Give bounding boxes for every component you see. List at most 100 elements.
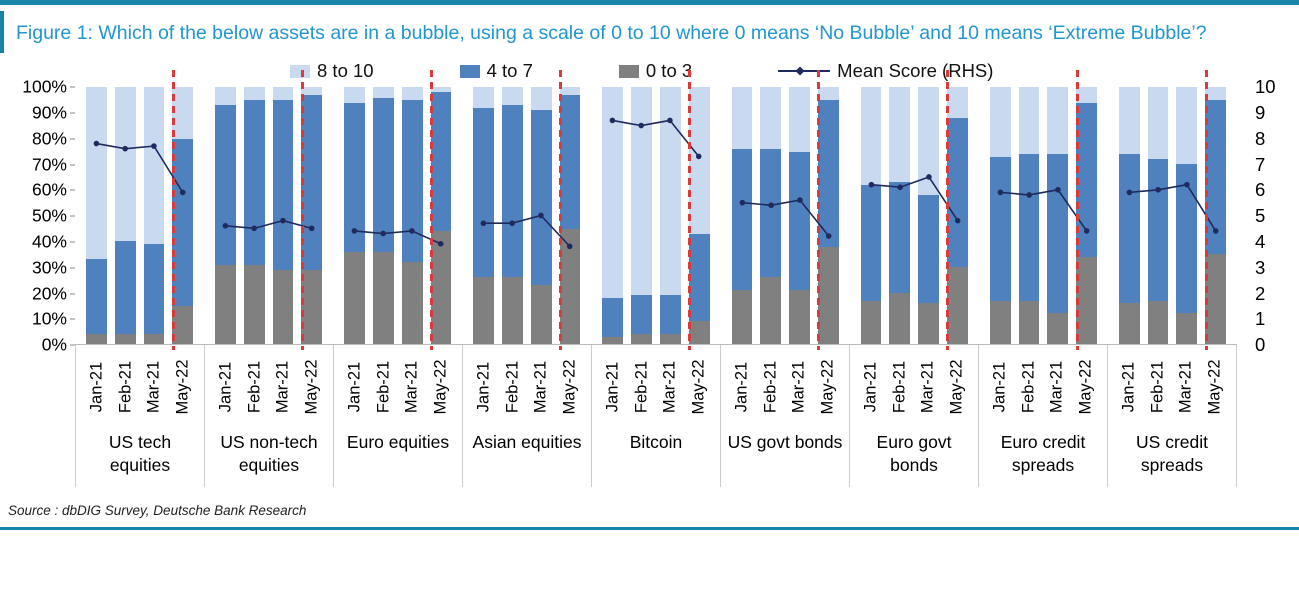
month-label: Feb-21 [628, 345, 657, 423]
month-label: May-22 [556, 345, 585, 423]
stacked-bar-jan-21 [215, 87, 236, 345]
segment-4-to-7 [1076, 102, 1097, 257]
month-label-text: May-22 [431, 359, 450, 415]
group-us-govt-bonds [721, 70, 850, 351]
group-us-tech-equities [75, 70, 204, 351]
segment-8-to-10 [301, 87, 323, 95]
segment-8-to-10 [817, 87, 839, 101]
y-axis-tick-label: 6 [1255, 179, 1265, 201]
segment-0-to-3 [1147, 300, 1169, 345]
segment-4-to-7 [947, 118, 968, 268]
stacked-bar-jan-21 [860, 87, 882, 345]
segment-4-to-7 [989, 156, 1011, 301]
month-labels: Jan-21 Feb-21 Mar-21 May-22 [1108, 345, 1236, 423]
segment-8-to-10 [172, 87, 194, 139]
tick-text: 0 [1255, 334, 1266, 356]
month-label: Jan-21 [986, 345, 1015, 423]
legend-item: 4 to 7 [459, 60, 533, 82]
month-labels: Jan-21 Feb-21 Mar-21 May-22 [76, 345, 204, 423]
stacked-bar-feb-21 [502, 87, 523, 345]
y-axis-tick-label: 5 [1255, 205, 1265, 227]
segment-0-to-3 [401, 262, 423, 345]
segment-4-to-7 [86, 259, 107, 334]
segment-0-to-3 [817, 246, 839, 345]
footer-group-bitcoin: Jan-21 Feb-21 Mar-21 May-22 Bitcoin [592, 345, 721, 487]
bar-cluster [333, 70, 462, 351]
red-dashed-divider [559, 70, 563, 351]
month-label-text: Feb-21 [1148, 361, 1167, 414]
month-label: Mar-21 [1172, 345, 1201, 423]
bar-cluster [979, 70, 1108, 351]
segment-8-to-10 [1147, 87, 1169, 160]
segment-4-to-7 [1176, 164, 1198, 314]
stacked-bar-jan-21 [602, 87, 624, 345]
segment-0-to-3 [918, 303, 939, 345]
month-label: Feb-21 [886, 345, 915, 423]
segment-4-to-7 [789, 151, 810, 291]
month-label: Jan-21 [728, 345, 757, 423]
red-dashed-divider [817, 70, 821, 351]
legend-item: 8 to 10 [290, 60, 374, 82]
segment-0-to-3 [344, 251, 365, 345]
stacked-bar-mar-21 [143, 87, 165, 345]
tick-text: 30% [31, 257, 67, 278]
segment-4-to-7 [602, 298, 624, 337]
red-dashed-divider [688, 70, 692, 351]
y-axis-tick-label: 100% [22, 77, 75, 98]
y-axis-tick-label: 8 [1255, 128, 1265, 150]
segment-0-to-3 [789, 290, 810, 345]
tick-text: 100% [22, 76, 67, 97]
tick-text: 3 [1255, 256, 1266, 278]
x-axis-labels: Jan-21 Feb-21 Mar-21 May-22 US tech equities… [75, 345, 1237, 487]
segment-0-to-3 [1047, 313, 1069, 345]
month-label: May-22 [1072, 345, 1101, 423]
segment-0-to-3 [86, 333, 107, 345]
group-asian-equities [462, 70, 591, 351]
segment-0-to-3 [473, 277, 495, 345]
stacked-bar-feb-21 [1018, 87, 1040, 345]
legend-item: 0 to 3 [618, 60, 693, 82]
legend-label: 0 to 3 [645, 60, 693, 82]
y-axis-tick-label: 0 [1255, 334, 1265, 356]
month-label-text: Jan-21 [603, 362, 622, 413]
segment-8-to-10 [688, 87, 710, 234]
y-axis-tick-label: 9 [1255, 102, 1265, 124]
segment-0-to-3 [1118, 303, 1140, 345]
segment-0-to-3 [272, 269, 294, 345]
month-label-text: Jan-21 [861, 362, 880, 413]
figure-title: Figure 1: Which of the below assets are … [16, 22, 1207, 44]
segment-8-to-10 [1176, 87, 1198, 165]
tick-mark [70, 344, 75, 346]
segment-4-to-7 [1118, 154, 1140, 304]
red-dashed-divider [171, 70, 175, 351]
month-label-text: Feb-21 [761, 361, 780, 414]
group-us-non-tech-equities [204, 70, 333, 351]
stacked-bar-mar-21 [401, 87, 423, 345]
segment-8-to-10 [789, 87, 810, 152]
y-axis-tick-label: 1 [1255, 308, 1265, 330]
month-label-text: Feb-21 [1019, 361, 1038, 414]
group-name-label: US non-tech equities [220, 432, 318, 476]
y-axis-tick-label: 30% [32, 257, 75, 278]
tick-text: 2 [1255, 282, 1266, 304]
month-label-text: Mar-21 [273, 361, 292, 414]
month-label-text: Jan-21 [345, 362, 364, 413]
month-labels: Jan-21 Feb-21 Mar-21 May-22 [463, 345, 591, 423]
segment-0-to-3 [172, 305, 194, 345]
month-label: Jan-21 [83, 345, 112, 423]
month-label: Feb-21 [1144, 345, 1173, 423]
segment-8-to-10 [1118, 87, 1140, 155]
segment-4-to-7 [301, 94, 323, 270]
month-label: Feb-21 [241, 345, 270, 423]
stacked-bar-mar-21 [1176, 87, 1198, 345]
legend-label: Mean Score (RHS) [837, 60, 994, 82]
footer-group-asian-equities: Jan-21 Feb-21 Mar-21 May-22 Asian equities [463, 345, 592, 487]
month-label-text: Mar-21 [531, 361, 550, 414]
segment-4-to-7 [1018, 154, 1040, 301]
segment-0-to-3 [660, 333, 681, 345]
month-label: Jan-21 [857, 345, 886, 423]
top-accent-rule [0, 0, 1299, 5]
month-label-text: Mar-21 [660, 361, 679, 414]
segment-4-to-7 [817, 100, 839, 247]
tick-text: 6 [1255, 179, 1266, 201]
